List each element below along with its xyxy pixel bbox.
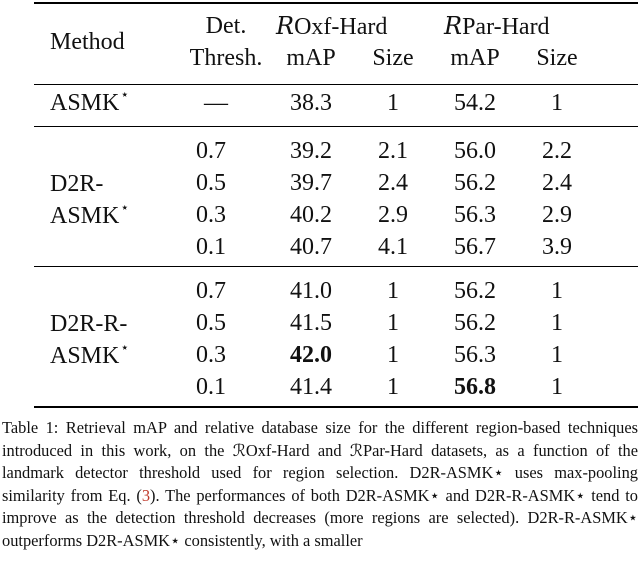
header-group-rpar-prefix: R — [444, 12, 463, 40]
cell-par-size: 2.9 — [542, 202, 572, 228]
section-rule-1 — [34, 126, 638, 127]
cell-thresh: 0.7 — [196, 138, 226, 164]
cell-thresh: 0.1 — [196, 374, 226, 400]
table-caption: Table 1: Retrieval mAP and relative data… — [2, 417, 638, 552]
cell-oxf-map: 40.7 — [290, 234, 332, 260]
top-rule — [34, 2, 638, 4]
bottom-rule — [34, 406, 638, 408]
method-d2r-r-asmk-line1: D2R-R- — [50, 311, 128, 337]
cell-thresh: 0.1 — [196, 234, 226, 260]
method-asmk: ASMK⋆ — [50, 88, 130, 121]
section-rule-2 — [34, 266, 638, 267]
cell-par-size: 1 — [551, 310, 563, 336]
header-oxf-size: Size — [372, 45, 414, 71]
star-mark: ⋆ — [120, 341, 130, 356]
star-mark: ⋆ — [120, 88, 130, 103]
cell-par-map: 54.2 — [454, 90, 496, 116]
method-d2r-asmk-line2: ASMK⋆ — [50, 201, 130, 234]
cell-oxf-size: 4.1 — [378, 234, 408, 260]
cell-par-map: 56.3 — [454, 342, 496, 368]
cell-oxf-map: 41.0 — [290, 278, 332, 304]
caption-label: Table 1: — [2, 418, 59, 437]
cell-par-map: 56.2 — [454, 310, 496, 336]
cell-oxf-size: 2.9 — [378, 202, 408, 228]
cell-oxf-map: 40.2 — [290, 202, 332, 228]
cell-oxf-map: 41.4 — [290, 374, 332, 400]
header-group-roxf-prefix: R — [276, 12, 295, 40]
header-rule — [34, 84, 638, 85]
method-asmk-label: ASMK — [50, 90, 120, 116]
header-group-roxf-label: Oxf-Hard — [294, 14, 388, 40]
header-method: Method — [50, 29, 125, 55]
cell-thresh: 0.5 — [196, 310, 226, 336]
cell-oxf-size: 1 — [387, 310, 399, 336]
cell-thresh: — — [204, 90, 228, 116]
header-par-map: mAP — [450, 45, 500, 71]
cell-oxf-size: 1 — [387, 278, 399, 304]
header-det-line1: Det. — [205, 13, 247, 39]
cell-par-size: 1 — [551, 342, 563, 368]
cell-oxf-map: 39.7 — [290, 170, 332, 196]
equation-ref-link[interactable]: 3 — [141, 485, 151, 505]
cell-thresh: 0.5 — [196, 170, 226, 196]
caption-text-after-ref: ). The performances of both D2R-ASMK⋆ an… — [2, 485, 638, 550]
star-mark: ⋆ — [120, 201, 130, 216]
cell-oxf-size: 2.4 — [378, 170, 408, 196]
header-group-rpar: RPar-Hard — [444, 12, 550, 41]
cell-oxf-map-best: 42.0 — [290, 342, 332, 368]
cell-par-map-best: 56.8 — [454, 374, 496, 400]
cell-par-map: 56.0 — [454, 138, 496, 164]
cell-oxf-size: 2.1 — [378, 138, 408, 164]
cell-par-size: 1 — [551, 374, 563, 400]
cell-thresh: 0.7 — [196, 278, 226, 304]
cell-oxf-size: 1 — [387, 90, 399, 116]
cell-thresh: 0.3 — [196, 342, 226, 368]
cell-par-map: 56.7 — [454, 234, 496, 260]
cell-par-size: 2.4 — [542, 170, 572, 196]
header-group-rpar-label: Par-Hard — [462, 14, 550, 40]
cell-oxf-map: 41.5 — [290, 310, 332, 336]
cell-par-map: 56.3 — [454, 202, 496, 228]
header-oxf-map: mAP — [286, 45, 336, 71]
caption-text-before-ref: Retrieval mAP and relative database size… — [2, 418, 638, 505]
cell-oxf-map: 38.3 — [290, 90, 332, 116]
cell-par-size: 1 — [551, 278, 563, 304]
cell-oxf-size: 1 — [387, 374, 399, 400]
method-d2r-r-asmk-line2: ASMK⋆ — [50, 341, 130, 374]
method-d2r-asmk-line1: D2R- — [50, 171, 104, 197]
header-group-roxf: ROxf-Hard — [276, 12, 387, 41]
header-det-line2: Thresh. — [189, 45, 263, 71]
cell-par-map: 56.2 — [454, 170, 496, 196]
method-d2r-r-asmk-label: ASMK — [50, 343, 120, 369]
cell-par-map: 56.2 — [454, 278, 496, 304]
cell-oxf-size: 1 — [387, 342, 399, 368]
cell-thresh: 0.3 — [196, 202, 226, 228]
method-d2r-asmk-label: ASMK — [50, 203, 120, 229]
header-par-size: Size — [536, 45, 578, 71]
cell-par-size: 3.9 — [542, 234, 572, 260]
cell-oxf-map: 39.2 — [290, 138, 332, 164]
cell-par-size: 1 — [551, 90, 563, 116]
cell-par-size: 2.2 — [542, 138, 572, 164]
